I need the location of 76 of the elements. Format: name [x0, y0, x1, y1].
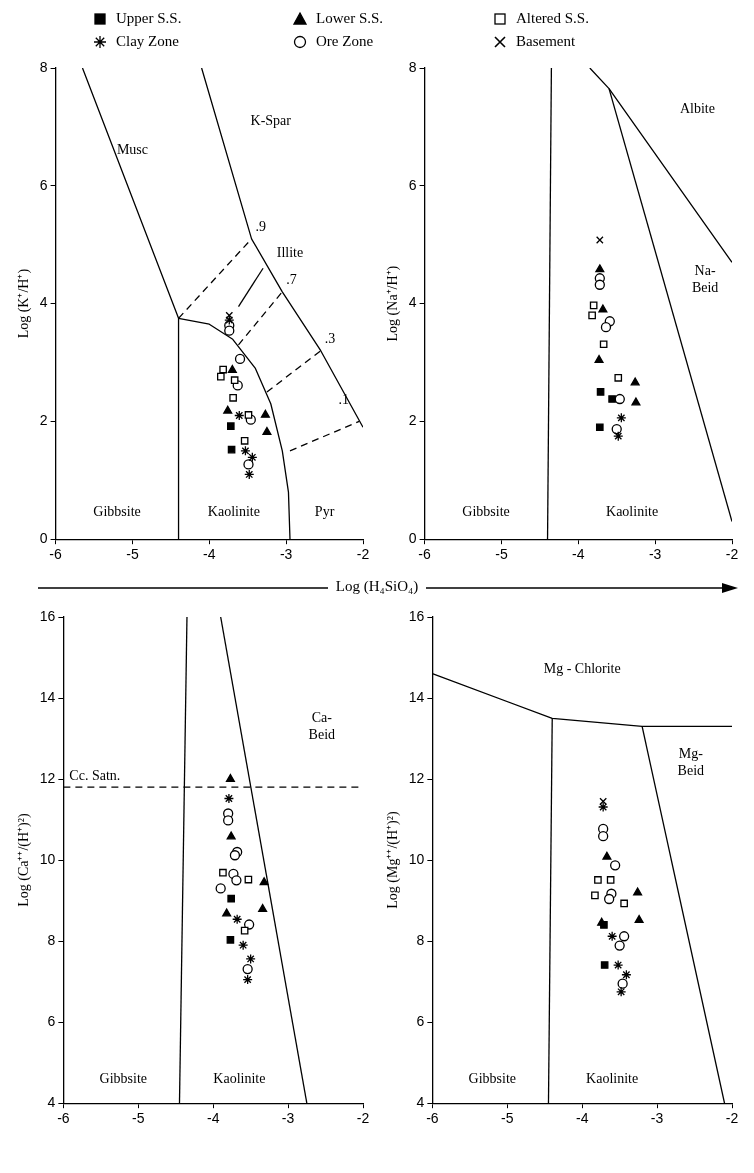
legend-label: Lower S.S.: [316, 10, 384, 27]
x-tick-label: -3: [279, 546, 293, 563]
annotation: Gibbsite: [462, 504, 510, 520]
x-tick-label: -5: [495, 546, 508, 563]
annotation: Na- Beid: [691, 263, 719, 296]
annotation: Kaolinite: [586, 1070, 639, 1086]
y-tick-label: 14: [408, 688, 425, 705]
ref-line-label: Cc. Satn.: [69, 767, 121, 783]
x-tick-label: -6: [418, 546, 432, 563]
y-tick-label: 12: [408, 769, 425, 786]
x-tick-label: -5: [126, 546, 139, 563]
y-tick-label: 6: [408, 176, 417, 193]
y-axis-title: Log (K⁺/H⁺): [16, 268, 33, 339]
x-tick-label: -4: [572, 546, 585, 563]
annotation: Pyr: [314, 504, 335, 520]
annotation: Ca- Beid: [308, 709, 336, 742]
annotation: Illite: [276, 245, 304, 261]
y-tick-label: 6: [47, 1013, 56, 1030]
annotation: .9: [255, 218, 267, 234]
annotation: Gibbsite: [93, 504, 141, 520]
y-tick-label: 16: [408, 607, 425, 624]
y-tick-label: 8: [408, 58, 417, 75]
y-tick-label: 4: [408, 294, 417, 311]
x-tick-label: -2: [356, 1110, 370, 1127]
y-axis-title: Log (Ca⁺⁺/(H⁺)²): [16, 813, 33, 907]
x-axis-title: Log (H₄SiO₄): [327, 578, 427, 594]
y-tick-label: 10: [39, 850, 56, 867]
annotation: Kaolinite: [606, 504, 659, 520]
y-tick-label: 8: [47, 931, 56, 948]
legend-label: Basement: [516, 33, 576, 50]
y-tick-label: 0: [408, 530, 417, 547]
y-tick-label: 4: [47, 1094, 56, 1111]
x-tick-label: -5: [501, 1110, 514, 1127]
x-tick-label: -2: [725, 546, 739, 563]
annotation: K-Spar: [250, 112, 292, 128]
legend-label: Ore Zone: [316, 33, 374, 50]
y-tick-label: 4: [416, 1094, 425, 1111]
legend-label: Upper S.S.: [116, 10, 182, 27]
x-tick-label: -3: [281, 1110, 295, 1127]
x-tick-label: -3: [650, 1110, 664, 1127]
annotation: Gibbsite: [468, 1070, 517, 1086]
y-tick-label: 4: [39, 294, 48, 311]
x-tick-label: -4: [575, 1110, 589, 1127]
annotation: Musc: [116, 142, 148, 158]
y-tick-label: 2: [408, 412, 417, 429]
legend-label: Altered S.S.: [516, 10, 589, 27]
y-tick-label: 0: [39, 530, 48, 547]
x-tick-label: -4: [203, 546, 216, 563]
x-tick-label: -4: [206, 1110, 220, 1127]
annotation: Albite: [679, 100, 715, 116]
annotation: Gibbsite: [99, 1070, 148, 1086]
y-tick-label: 6: [39, 176, 48, 193]
annotation: .7: [286, 271, 297, 287]
x-tick-label: -6: [49, 546, 63, 563]
annotation: Mg - Chlorite: [543, 661, 621, 677]
annotation: Kaolinite: [207, 504, 260, 520]
x-tick-label: -6: [57, 1110, 70, 1127]
y-tick-label: 14: [39, 688, 56, 705]
annotation: Mg- Beid: [677, 746, 705, 779]
y-tick-label: 6: [416, 1013, 425, 1030]
x-tick-label: -2: [725, 1110, 739, 1127]
legend-label: Clay Zone: [116, 33, 179, 50]
x-tick-label: -3: [648, 546, 662, 563]
y-tick-label: 2: [39, 412, 48, 429]
y-tick-label: 12: [39, 769, 56, 786]
annotation: Kaolinite: [213, 1070, 266, 1086]
y-tick-label: 16: [39, 607, 56, 624]
y-tick-label: 8: [416, 931, 425, 948]
x-tick-label: -6: [426, 1110, 439, 1127]
y-tick-label: 8: [39, 58, 48, 75]
y-tick-label: 10: [408, 850, 425, 867]
y-axis-title: Log (Na⁺/H⁺): [385, 265, 402, 342]
y-axis-title: Log (Mg⁺⁺/(H⁺)²): [385, 811, 402, 909]
x-tick-label: -5: [132, 1110, 145, 1127]
annotation: .3: [324, 330, 336, 346]
x-tick-label: -2: [356, 546, 370, 563]
